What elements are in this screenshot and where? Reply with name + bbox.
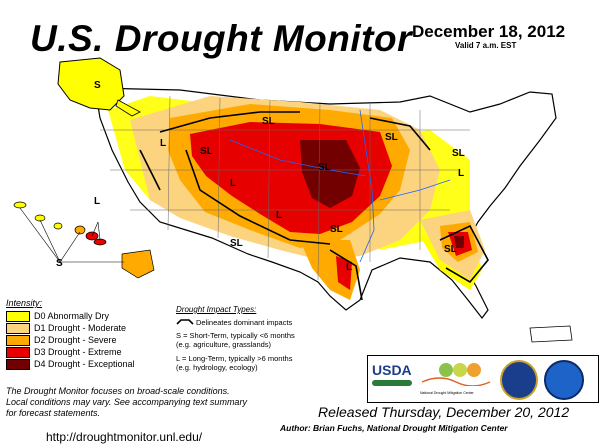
d4-region-ga: [454, 236, 464, 248]
puerto-rico: [529, 325, 573, 343]
disclaimer-line-3: for forecast statements.: [6, 408, 101, 418]
disclaimer: The Drought Monitor focuses on broad-sca…: [6, 386, 386, 419]
alaska-panhandle: [115, 99, 141, 117]
legend-swatch-d4: [6, 358, 30, 370]
usda-text: USDA: [372, 362, 412, 378]
legend-swatch-d3: [6, 346, 30, 358]
d4-region: [300, 140, 360, 208]
map-label-l: L: [346, 262, 353, 273]
impact-long-examples: (e.g. hydrology, ecology): [176, 363, 258, 372]
disclaimer-line-2: Local conditions may vary. See accompany…: [6, 397, 247, 407]
legend-swatch-d0: [6, 310, 30, 322]
usda-logo: USDA: [372, 362, 412, 396]
usda-swoosh: [372, 380, 412, 386]
map-label-l: L: [160, 138, 167, 149]
legend-label: D2 Drought - Severe: [34, 335, 117, 345]
map-label-sl: SL: [230, 238, 243, 249]
legend-title: Intensity:: [6, 298, 43, 308]
website-link[interactable]: http://droughtmonitor.unl.edu/: [46, 430, 203, 444]
impact-short-term: S = Short-Term, typically <6 months: [176, 331, 295, 340]
alaska-region: [57, 57, 125, 111]
hawaii-islands: [13, 201, 155, 279]
map-label-sl: SL: [444, 244, 457, 255]
logo-panel: USDA National Drought Mitigation Center: [367, 355, 599, 403]
map-label-sl: SL: [452, 148, 465, 159]
map-label-s: S: [94, 80, 101, 91]
valid-time: Valid 7 a.m. EST: [455, 41, 517, 50]
impact-boundaries: [139, 111, 489, 301]
map-label-sl: SL: [385, 132, 398, 143]
impact-long-term: L = Long-Term, typically >6 months: [176, 354, 293, 363]
state-borders: [100, 95, 470, 281]
map-label-l: L: [94, 196, 101, 207]
map-label-l: L: [230, 178, 237, 189]
legend-label: D0 Abnormally Dry: [34, 311, 110, 321]
page-title: U.S. Drought Monitor: [30, 18, 412, 59]
rivers: [229, 109, 451, 263]
legend-label: D1 Drought - Moderate: [34, 323, 127, 333]
map-label-sl: SL: [330, 224, 343, 235]
legend-item-d4: D4 Drought - Exceptional: [6, 358, 135, 370]
map-date: December 18, 2012: [412, 22, 566, 41]
impact-title: Drought Impact Types:: [176, 305, 257, 314]
ndmc-logo: National Drought Mitigation Center: [420, 360, 492, 398]
legend-item-d2: D2 Drought - Severe: [6, 334, 117, 346]
map-label-sl: SL: [200, 146, 213, 157]
legend-swatch-d1: [6, 322, 30, 334]
ndmc-trees-icon: [421, 363, 491, 387]
map-label-sl: SL: [318, 162, 331, 173]
disclaimer-line-1: The Drought Monitor focuses on broad-sca…: [6, 386, 230, 396]
map-label-sl: SL: [262, 116, 275, 127]
impact-delineates: Delineates dominant impacts: [196, 318, 293, 327]
impact-line-icon: [176, 319, 194, 325]
map-label-s: S: [56, 258, 63, 269]
author-credit: Author: Brian Fuchs, National Drought Mi…: [280, 423, 508, 433]
d3-region-tx: [336, 256, 352, 290]
noaa-logo: [544, 360, 584, 400]
legend-item-d3: D3 Drought - Extreme: [6, 346, 122, 358]
legend-label: D4 Drought - Exceptional: [34, 359, 135, 369]
release-date: Released Thursday, December 20, 2012: [318, 404, 570, 420]
hawaii-impact-lines: [19, 207, 124, 263]
legend-item-d0: D0 Abnormally Dry: [6, 310, 110, 322]
map-label-l: L: [276, 210, 283, 221]
ndmc-text: National Drought Mitigation Center: [420, 391, 474, 395]
legend-label: D3 Drought - Extreme: [34, 347, 122, 357]
doc-seal: [500, 360, 538, 400]
impact-short-examples: (e.g. agriculture, grasslands): [176, 340, 272, 349]
legend-item-d1: D1 Drought - Moderate: [6, 322, 127, 334]
legend-swatch-d2: [6, 334, 30, 346]
map-label-l: L: [458, 168, 465, 179]
